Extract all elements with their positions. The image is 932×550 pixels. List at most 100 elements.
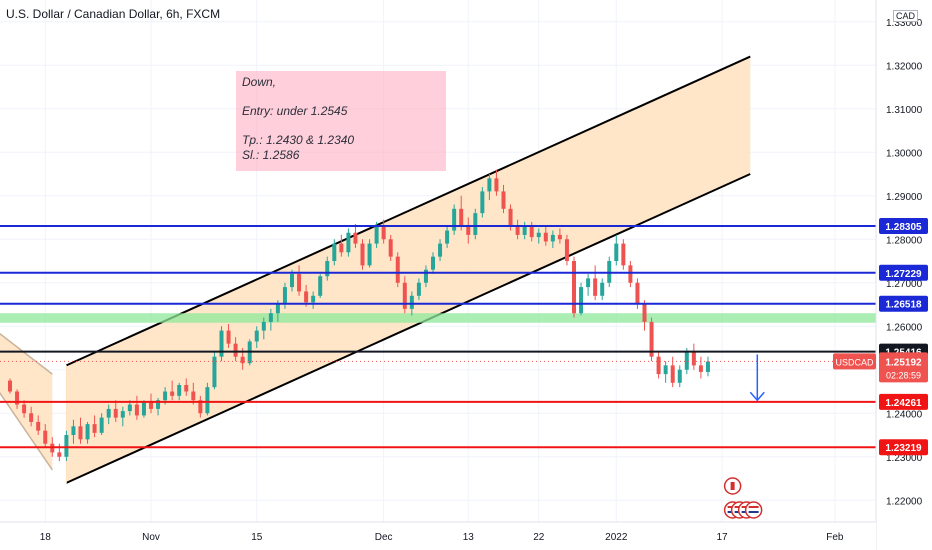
level-price-badge: 1.23219	[885, 443, 922, 454]
candle-body	[198, 400, 203, 414]
candle-body	[529, 226, 534, 238]
candle-body	[240, 356, 245, 364]
candle-body	[8, 380, 12, 392]
price-tick-label: 1.28000	[886, 235, 923, 246]
candle-body	[29, 413, 34, 422]
level-price-badge: 1.28305	[885, 222, 922, 233]
countdown-label: 02:28:59	[886, 370, 921, 380]
price-badges: 1.283051.272291.265181.254161.242611.232…	[833, 217, 928, 456]
candle-body	[705, 361, 710, 372]
support-zone	[0, 313, 876, 323]
candle-body	[226, 330, 231, 344]
candle-body	[184, 384, 189, 392]
candle-body	[466, 226, 471, 235]
candlestick-series	[8, 169, 710, 462]
candle-body	[543, 232, 548, 242]
candle-body	[508, 208, 513, 227]
candle-body	[261, 321, 266, 331]
price-tick-label: 1.22000	[886, 496, 923, 507]
candle-body	[254, 330, 259, 342]
price-tick-label: 1.27000	[886, 279, 923, 290]
candle-body	[268, 313, 273, 322]
candle-body	[43, 430, 48, 444]
candle-body	[423, 269, 428, 283]
candle-body	[684, 352, 689, 370]
candle-body	[57, 452, 62, 457]
candle-body	[353, 232, 358, 244]
candle-body	[395, 256, 400, 283]
note-line-stop-loss: Sl.: 1.2586	[242, 148, 300, 162]
candle-body	[381, 226, 386, 240]
support-zone-rect	[0, 313, 876, 323]
candle-body	[170, 391, 175, 396]
us-flag-stripe	[748, 511, 759, 513]
candle-body	[233, 343, 238, 357]
time-axis[interactable]: 18 Nov 15 Dec 13 22 2022 17 Feb	[0, 521, 876, 550]
candle-body	[388, 239, 393, 257]
candle-body	[600, 282, 605, 296]
candle-body	[163, 391, 168, 401]
candle-body	[649, 321, 654, 357]
candle-body	[177, 384, 182, 396]
candle-body	[522, 226, 527, 235]
candle-body	[149, 402, 153, 409]
candle-body	[501, 191, 506, 209]
candle-body	[438, 243, 443, 257]
candle-body	[346, 232, 351, 253]
candle-body	[64, 435, 69, 457]
candle-body	[656, 356, 661, 375]
time-tick-label: Feb	[826, 532, 844, 543]
time-tick-label: 18	[40, 532, 52, 543]
candle-body	[402, 282, 407, 309]
candle-body	[339, 243, 344, 253]
candle-body	[113, 408, 118, 418]
candle-body	[536, 232, 541, 238]
time-tick-label: Dec	[375, 532, 393, 543]
price-tick-label: 1.24000	[886, 409, 923, 420]
level-price-badge: 1.26518	[885, 300, 922, 311]
trade-note[interactable]: Down, Entry: under 1.2545 Tp.: 1.2430 & …	[236, 71, 446, 171]
symbol-tag-bg	[833, 353, 876, 370]
time-axis-bg	[0, 522, 876, 550]
level-price-badge-bg	[879, 393, 928, 410]
symbol-tag-label: USDCAD	[835, 357, 874, 367]
current-price-label: 1.25192	[885, 357, 922, 368]
candle-body	[473, 213, 478, 235]
price-tick-label: 1.23000	[886, 453, 923, 464]
price-tick-label: 1.26000	[886, 322, 923, 333]
level-price-badge-bg	[879, 217, 928, 234]
candle-body	[572, 261, 576, 314]
candle-body	[134, 404, 139, 416]
candle-body	[409, 295, 414, 309]
candle-body	[120, 411, 125, 418]
candle-body	[642, 304, 647, 322]
candle-body	[691, 352, 696, 366]
time-tick-label: 17	[716, 532, 728, 543]
currency-label[interactable]: CAD	[893, 10, 919, 22]
us-flag-stripe	[748, 506, 759, 508]
candle-body	[290, 274, 294, 288]
candle-body	[304, 291, 309, 303]
time-tick-label: 22	[533, 532, 545, 543]
candle-body	[621, 243, 626, 266]
candle-body	[593, 278, 598, 296]
candle-body	[205, 387, 210, 414]
candle-body	[275, 304, 280, 314]
candle-body	[360, 243, 365, 266]
candle-body	[156, 400, 161, 409]
price-tick-label: 1.30000	[886, 148, 923, 159]
candle-body	[99, 417, 104, 433]
price-tick-label: 1.31000	[886, 105, 923, 116]
candle-body	[557, 234, 562, 240]
candle-body	[36, 421, 41, 431]
down-arrow-drawing	[749, 354, 765, 402]
candle-body	[586, 278, 591, 288]
level-price-badge: 1.24261	[885, 398, 922, 409]
candle-body	[663, 365, 668, 375]
time-tick-label: 13	[463, 532, 475, 543]
economic-events-icons[interactable]	[723, 477, 763, 519]
candle-body	[22, 404, 27, 414]
candle-body	[452, 208, 457, 231]
